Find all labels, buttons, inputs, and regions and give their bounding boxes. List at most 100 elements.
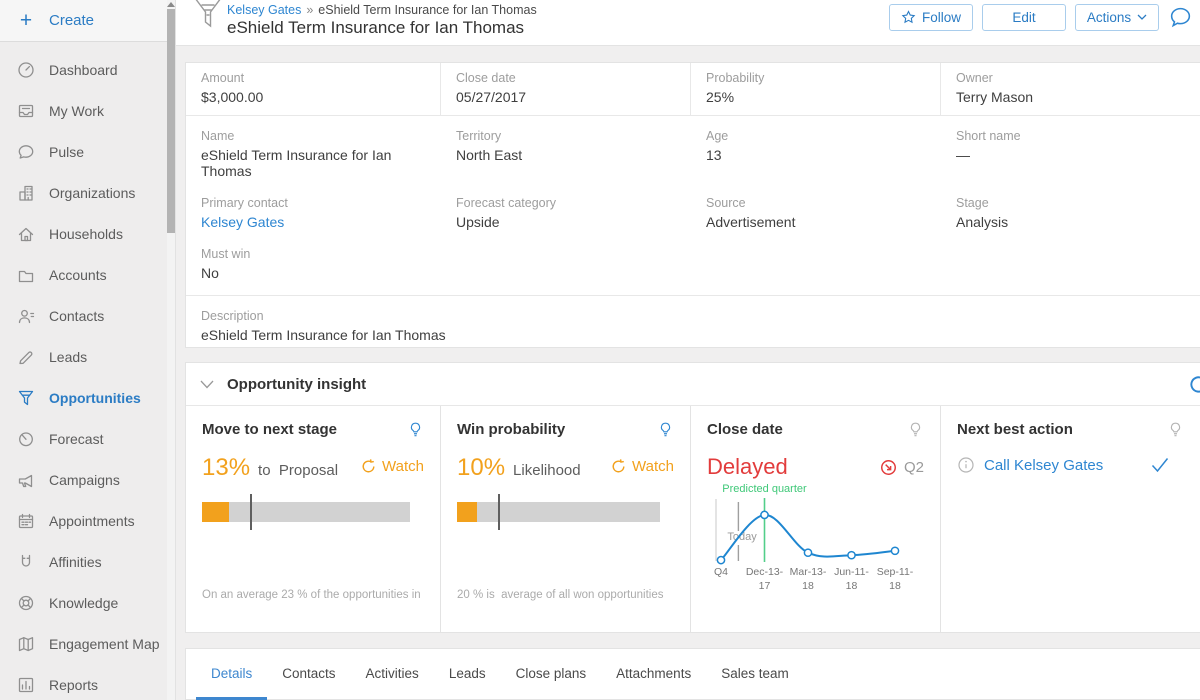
- svg-text:Sep-11-: Sep-11-: [877, 566, 914, 578]
- sidebar-item-campaigns[interactable]: Campaigns: [0, 459, 175, 500]
- card-title: Win probability: [457, 421, 566, 438]
- card-title: Close date: [707, 421, 783, 438]
- follow-button[interactable]: Follow: [889, 3, 973, 31]
- field-short-name: Short name —: [956, 129, 1021, 163]
- sidebar-item-leads[interactable]: Leads: [0, 336, 175, 377]
- chat-icon[interactable]: [1168, 3, 1196, 31]
- stage-suffix: to Proposal: [258, 462, 339, 479]
- create-button[interactable]: + Create: [0, 0, 175, 42]
- sidebar-nav: Dashboard My Work Pulse Organizations Househ…: [0, 42, 175, 700]
- next-best-action-card: Next best action Call Kelsey Gates: [941, 406, 1200, 632]
- edit-button[interactable]: Edit: [982, 3, 1066, 31]
- details-grid: Amount $3,000.00 Close date 05/27/2017 Proba…: [186, 63, 1200, 285]
- sidebar-item-forecast[interactable]: Forecast: [0, 418, 175, 459]
- record-tabs-panel: Details Contacts Activities Leads Close plan…: [185, 648, 1200, 700]
- field-close-date: Close date 05/27/2017: [441, 63, 691, 115]
- scrollbar-thumb[interactable]: [167, 9, 175, 233]
- actions-button[interactable]: Actions: [1075, 3, 1159, 31]
- bulb-icon[interactable]: [1167, 421, 1184, 443]
- tab-details[interactable]: Details: [196, 649, 268, 700]
- plus-icon: +: [19, 8, 33, 32]
- svg-text:18: 18: [802, 580, 814, 592]
- field-owner: Owner Terry Mason: [956, 71, 1034, 105]
- insight-cards: Move to next stage 13% to Proposal Watch: [186, 406, 1200, 632]
- bulb-icon[interactable]: [407, 421, 424, 443]
- tab-leads[interactable]: Leads: [448, 666, 486, 681]
- next-action-link[interactable]: Call Kelsey Gates: [984, 456, 1104, 474]
- sidebar-item-organizations[interactable]: Organizations: [0, 172, 175, 213]
- svg-text:18: 18: [889, 580, 901, 592]
- close-date-status: Delayed: [707, 454, 788, 479]
- sidebar-item-households[interactable]: Households: [0, 213, 175, 254]
- my-work-icon: [17, 102, 35, 120]
- tab-close-plans[interactable]: Close plans: [515, 666, 587, 681]
- appointments-icon: [17, 512, 35, 530]
- svg-text:Dec-13-: Dec-13-: [746, 566, 784, 578]
- sidebar-item-dashboard[interactable]: Dashboard: [0, 49, 175, 90]
- svg-text:Predicted quarter: Predicted quarter: [722, 483, 807, 495]
- refresh-icon[interactable]: [1187, 373, 1200, 401]
- card-title: Move to next stage: [202, 421, 338, 438]
- affinities-icon: [17, 553, 35, 571]
- complete-check-icon[interactable]: [1150, 456, 1170, 474]
- quarter-label: Q2: [903, 458, 924, 476]
- tab-sales-team[interactable]: Sales team: [721, 666, 789, 681]
- sidebar-item-pulse[interactable]: Pulse: [0, 131, 175, 172]
- win-caption: 20 % is average of all won opportunities: [457, 589, 664, 601]
- main-content: Kelsey Gates » eShield Term Insurance for …: [176, 0, 1200, 700]
- sidebar-item-appointments[interactable]: Appointments: [0, 500, 175, 541]
- progress-fill: [202, 502, 230, 522]
- opportunity-funnel-icon: [193, 0, 223, 39]
- win-progress: [457, 494, 660, 530]
- benchmark-marker: [497, 494, 500, 530]
- win-probability-card: Win probability 10% Likelihood Watch: [441, 406, 691, 632]
- svg-text:Mar-13-: Mar-13-: [790, 566, 827, 578]
- field-must-win: Must win No: [201, 247, 251, 281]
- sidebar-item-contacts[interactable]: Contacts: [0, 295, 175, 336]
- sidebar-item-affinities[interactable]: Affinities: [0, 541, 175, 582]
- sidebar-item-knowledge[interactable]: Knowledge: [0, 582, 175, 623]
- svg-text:Q4: Q4: [714, 566, 728, 578]
- tab-attachments[interactable]: Attachments: [616, 666, 692, 681]
- bulb-icon[interactable]: [657, 421, 674, 443]
- leads-icon: [17, 348, 35, 366]
- sidebar-item-opportunities[interactable]: Opportunities: [0, 377, 175, 418]
- close-date-card: Close date Delayed Q2 Today Predicted qua…: [691, 406, 941, 632]
- contacts-icon: [17, 307, 35, 325]
- card-title: Next best action: [957, 421, 1073, 438]
- breadcrumb-separator: »: [306, 3, 314, 17]
- details-panel: Amount $3,000.00 Close date 05/27/2017 Proba…: [185, 62, 1200, 348]
- tab-activities[interactable]: Activities: [365, 666, 419, 681]
- households-icon: [17, 225, 35, 243]
- info-icon[interactable]: [957, 456, 975, 474]
- stage-progress: [202, 494, 410, 530]
- field-source: Source Advertisement: [706, 196, 796, 230]
- forecast-icon: [17, 430, 35, 448]
- sidebar-item-engagement-map[interactable]: Engagement Map: [0, 623, 175, 664]
- breadcrumb: Kelsey Gates » eShield Term Insurance for …: [227, 3, 537, 17]
- watch-button[interactable]: Watch: [610, 458, 674, 475]
- scroll-up-icon[interactable]: [167, 2, 175, 7]
- field-age: Age 13: [706, 129, 729, 163]
- tab-contacts[interactable]: Contacts: [282, 666, 336, 681]
- campaigns-icon: [17, 471, 35, 489]
- benchmark-marker: [249, 494, 252, 530]
- breadcrumb-link[interactable]: Kelsey Gates: [227, 3, 302, 17]
- sidebar-item-my-work[interactable]: My Work: [0, 90, 175, 131]
- move-to-next-stage-card: Move to next stage 13% to Proposal Watch: [186, 406, 441, 632]
- bulb-icon[interactable]: [907, 421, 924, 443]
- create-label: Create: [49, 12, 95, 29]
- collapse-chevron-icon[interactable]: [200, 380, 214, 389]
- sidebar-scrollbar[interactable]: [167, 0, 175, 700]
- sidebar-item-reports[interactable]: Reports: [0, 664, 175, 700]
- reports-icon: [17, 676, 35, 694]
- header-buttons: Follow Edit Actions: [889, 3, 1196, 31]
- watch-button[interactable]: Watch: [360, 458, 424, 475]
- sidebar-item-accounts[interactable]: Accounts: [0, 254, 175, 295]
- field-amount: Amount $3,000.00: [186, 63, 441, 115]
- chevron-down-icon: [1137, 14, 1147, 21]
- breadcrumb-current: eShield Term Insurance for Ian Thomas: [318, 3, 537, 17]
- field-forecast-category: Forecast category Upside: [456, 196, 557, 230]
- win-percent: 10%: [457, 454, 506, 481]
- svg-text:18: 18: [846, 580, 858, 592]
